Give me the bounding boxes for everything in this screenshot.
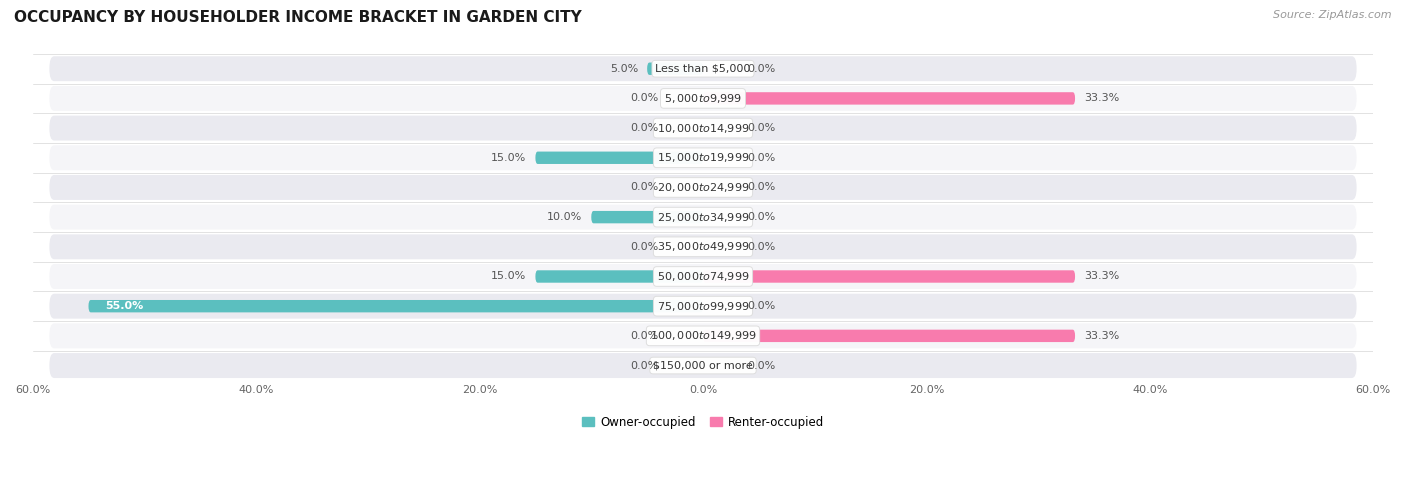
Text: 55.0%: 55.0% bbox=[105, 301, 143, 311]
FancyBboxPatch shape bbox=[703, 92, 1076, 104]
FancyBboxPatch shape bbox=[536, 270, 703, 283]
Text: OCCUPANCY BY HOUSEHOLDER INCOME BRACKET IN GARDEN CITY: OCCUPANCY BY HOUSEHOLDER INCOME BRACKET … bbox=[14, 10, 582, 25]
FancyBboxPatch shape bbox=[49, 56, 1357, 81]
Text: 0.0%: 0.0% bbox=[748, 212, 776, 222]
Text: Less than $5,000: Less than $5,000 bbox=[655, 64, 751, 74]
Text: $35,000 to $49,999: $35,000 to $49,999 bbox=[657, 240, 749, 253]
FancyBboxPatch shape bbox=[592, 211, 703, 224]
FancyBboxPatch shape bbox=[49, 175, 1357, 200]
Text: 0.0%: 0.0% bbox=[748, 361, 776, 370]
Text: $5,000 to $9,999: $5,000 to $9,999 bbox=[664, 92, 742, 105]
Text: 15.0%: 15.0% bbox=[491, 272, 526, 281]
Text: $50,000 to $74,999: $50,000 to $74,999 bbox=[657, 270, 749, 283]
FancyBboxPatch shape bbox=[49, 294, 1357, 319]
Text: $10,000 to $14,999: $10,000 to $14,999 bbox=[657, 122, 749, 135]
FancyBboxPatch shape bbox=[49, 234, 1357, 259]
FancyBboxPatch shape bbox=[89, 300, 703, 312]
Text: 0.0%: 0.0% bbox=[630, 123, 658, 133]
FancyBboxPatch shape bbox=[703, 270, 1076, 283]
Text: 10.0%: 10.0% bbox=[547, 212, 582, 222]
FancyBboxPatch shape bbox=[49, 353, 1357, 378]
FancyBboxPatch shape bbox=[49, 116, 1357, 140]
Text: 0.0%: 0.0% bbox=[630, 331, 658, 341]
Text: 0.0%: 0.0% bbox=[630, 93, 658, 104]
Text: $15,000 to $19,999: $15,000 to $19,999 bbox=[657, 151, 749, 164]
Text: $100,000 to $149,999: $100,000 to $149,999 bbox=[650, 330, 756, 342]
Text: 5.0%: 5.0% bbox=[610, 64, 638, 74]
Text: $150,000 or more: $150,000 or more bbox=[654, 361, 752, 370]
Text: 0.0%: 0.0% bbox=[630, 182, 658, 192]
Text: 0.0%: 0.0% bbox=[630, 242, 658, 252]
Text: $25,000 to $34,999: $25,000 to $34,999 bbox=[657, 210, 749, 224]
Legend: Owner-occupied, Renter-occupied: Owner-occupied, Renter-occupied bbox=[578, 411, 828, 433]
Text: $75,000 to $99,999: $75,000 to $99,999 bbox=[657, 300, 749, 312]
Text: 0.0%: 0.0% bbox=[748, 153, 776, 163]
Text: Source: ZipAtlas.com: Source: ZipAtlas.com bbox=[1274, 10, 1392, 20]
FancyBboxPatch shape bbox=[647, 63, 703, 75]
FancyBboxPatch shape bbox=[49, 264, 1357, 289]
FancyBboxPatch shape bbox=[536, 152, 703, 164]
Text: 0.0%: 0.0% bbox=[748, 182, 776, 192]
Text: 0.0%: 0.0% bbox=[748, 64, 776, 74]
FancyBboxPatch shape bbox=[49, 205, 1357, 229]
Text: 0.0%: 0.0% bbox=[630, 361, 658, 370]
FancyBboxPatch shape bbox=[49, 86, 1357, 111]
Text: 0.0%: 0.0% bbox=[748, 123, 776, 133]
Text: 0.0%: 0.0% bbox=[748, 301, 776, 311]
Text: 33.3%: 33.3% bbox=[1084, 331, 1119, 341]
Text: 33.3%: 33.3% bbox=[1084, 93, 1119, 104]
FancyBboxPatch shape bbox=[703, 330, 1076, 342]
FancyBboxPatch shape bbox=[49, 323, 1357, 348]
Text: 33.3%: 33.3% bbox=[1084, 272, 1119, 281]
Text: 15.0%: 15.0% bbox=[491, 153, 526, 163]
FancyBboxPatch shape bbox=[49, 145, 1357, 170]
Text: $20,000 to $24,999: $20,000 to $24,999 bbox=[657, 181, 749, 194]
Text: 0.0%: 0.0% bbox=[748, 242, 776, 252]
